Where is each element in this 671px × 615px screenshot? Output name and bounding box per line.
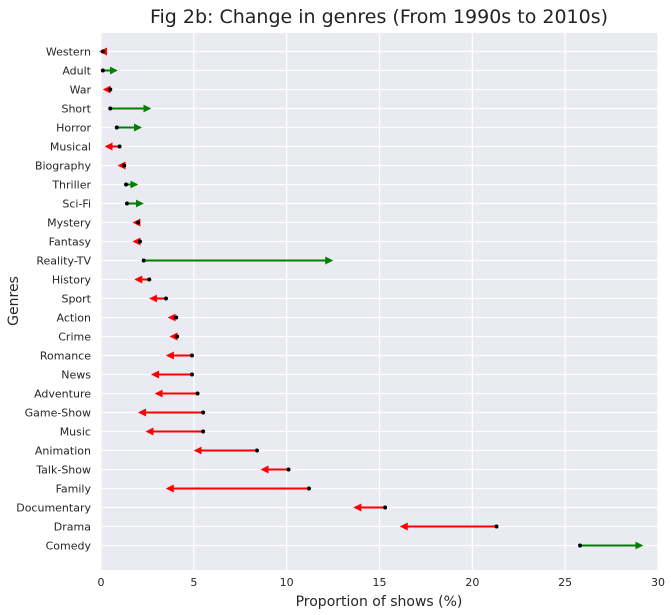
start-point-family	[306, 486, 311, 491]
grid-lines	[100, 33, 659, 570]
x-tick-label: 20	[465, 576, 479, 589]
start-point-animation	[254, 448, 259, 453]
start-point-action	[174, 315, 179, 320]
y-tick-label: Mystery	[47, 217, 91, 230]
start-point-musical	[117, 144, 122, 149]
start-point-music	[201, 429, 206, 434]
start-point-mystery	[136, 220, 141, 225]
y-tick-label: Biography	[35, 160, 92, 173]
start-point-short	[108, 106, 113, 111]
y-tick-label: Sport	[61, 293, 91, 306]
y-tick-label: Romance	[40, 350, 91, 363]
x-tick-labels: 0 5 10 15 20 25 30	[98, 576, 666, 589]
start-point-western	[100, 49, 105, 54]
y-tick-label: News	[61, 369, 91, 382]
chart-title: Fig 2b: Change in genres (From 1990s to …	[150, 6, 608, 28]
y-tick-label: Horror	[56, 122, 91, 135]
y-tick-label: Documentary	[16, 502, 91, 515]
start-point-adult	[100, 68, 105, 73]
x-axis-label: Proportion of shows (%)	[296, 594, 463, 610]
y-tick-label: Game-Show	[25, 407, 91, 420]
y-tick-label: Musical	[50, 141, 91, 154]
x-tick-label: 5	[190, 576, 197, 589]
start-point-war	[108, 87, 113, 92]
y-tick-label: Talk-Show	[35, 464, 91, 477]
y-tick-label: Fantasy	[49, 236, 92, 249]
x-tick-label: 25	[558, 576, 572, 589]
y-tick-label: Crime	[58, 331, 91, 344]
start-point-sci-fi	[124, 201, 129, 206]
start-point-crime	[175, 334, 180, 339]
y-tick-labels: Western Adult War Short Horror Musical Biograp…	[16, 46, 91, 553]
start-point-romance	[189, 353, 194, 358]
start-point-history	[147, 277, 152, 282]
data-marks	[99, 47, 644, 550]
y-tick-label: Music	[60, 426, 91, 439]
start-point-fantasy	[137, 239, 142, 244]
start-point-comedy	[578, 543, 583, 548]
start-point-biography	[122, 163, 127, 168]
x-tick-label: 15	[373, 576, 387, 589]
start-point-talk-show	[286, 467, 291, 472]
y-tick-label: War	[70, 84, 92, 97]
y-tick-label: Reality-TV	[36, 255, 91, 268]
x-tick-label: 0	[98, 576, 105, 589]
start-point-horror	[114, 125, 119, 130]
start-point-adventure	[195, 391, 200, 396]
y-tick-label: Sci-Fi	[62, 198, 91, 211]
start-point-reality-tv	[141, 258, 146, 263]
start-point-thriller	[124, 182, 129, 187]
x-tick-label: 30	[651, 576, 665, 589]
y-tick-label: Action	[57, 312, 91, 325]
y-tick-label: Short	[61, 103, 91, 116]
y-tick-label: Family	[56, 483, 92, 496]
x-tick-label: 10	[280, 576, 294, 589]
start-point-sport	[163, 296, 168, 301]
start-point-documentary	[383, 505, 388, 510]
y-tick-label: Drama	[54, 521, 91, 534]
y-tick-label: Western	[46, 46, 91, 59]
start-point-news	[189, 372, 194, 377]
y-tick-label: Thriller	[51, 179, 91, 192]
y-tick-label: Comedy	[46, 540, 92, 553]
y-tick-label: Adventure	[34, 388, 91, 401]
y-tick-label: Adult	[62, 65, 91, 78]
y-tick-label: History	[52, 274, 92, 287]
start-point-drama	[494, 524, 499, 529]
start-point-game-show	[201, 410, 206, 415]
y-axis-label: Genres	[6, 276, 22, 326]
y-tick-label: Animation	[35, 445, 91, 458]
